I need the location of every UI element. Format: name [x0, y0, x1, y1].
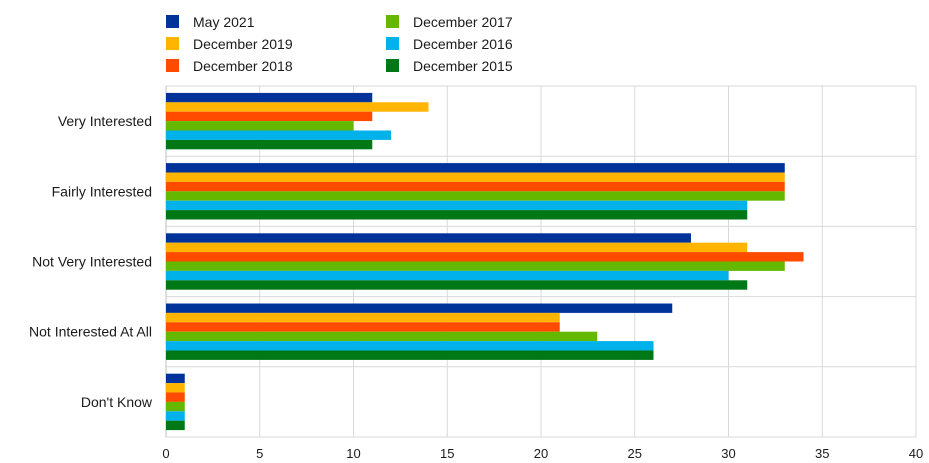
- bar: [166, 102, 429, 112]
- x-tick-labels: 0 5 10 15 20 25 30 35 40: [162, 446, 923, 461]
- bar: [166, 373, 185, 384]
- bar: [166, 392, 185, 402]
- legend-swatch: [386, 59, 399, 72]
- bar: [166, 383, 185, 393]
- bar: [166, 350, 654, 360]
- x-tick-label: 10: [346, 446, 360, 461]
- bar: [166, 242, 748, 253]
- bar: [166, 121, 354, 131]
- category-label: Very Interested: [58, 113, 152, 129]
- bar: [166, 270, 729, 281]
- legend-label: December 2016: [413, 36, 513, 52]
- bars: [166, 92, 804, 431]
- legend-label: December 2015: [413, 58, 513, 74]
- bar: [166, 411, 185, 421]
- bar: [166, 280, 748, 290]
- bar: [166, 420, 185, 431]
- bar: [166, 172, 785, 182]
- bar: [166, 191, 785, 201]
- bar: [166, 130, 391, 140]
- x-tick-label: 5: [256, 446, 263, 461]
- bar: [166, 401, 185, 412]
- bar: [166, 139, 373, 150]
- category-label: Not Very Interested: [32, 254, 152, 270]
- x-tick-label: 20: [534, 446, 548, 461]
- legend: May 2021 December 2019 December 2018 Decemb…: [166, 14, 513, 74]
- bar: [166, 331, 598, 342]
- x-tick-label: 40: [909, 446, 923, 461]
- legend-swatch: [386, 37, 399, 50]
- bar: [166, 233, 691, 243]
- bar: [166, 200, 748, 211]
- bar: [166, 111, 373, 122]
- bar: [166, 163, 785, 173]
- legend-label: December 2018: [193, 58, 293, 74]
- legend-swatch: [166, 59, 179, 72]
- legend-label: December 2017: [413, 14, 513, 30]
- legend-label: December 2019: [193, 36, 293, 52]
- legend-swatch: [166, 37, 179, 50]
- bar: [166, 341, 654, 351]
- legend-swatch: [386, 15, 399, 28]
- x-tick-label: 30: [721, 446, 735, 461]
- bar: [166, 252, 804, 262]
- bar: [166, 92, 373, 103]
- category-label: Don't Know: [81, 394, 153, 410]
- x-tick-label: 0: [162, 446, 169, 461]
- category-label: Fairly Interested: [52, 183, 152, 199]
- x-tick-label: 15: [440, 446, 454, 461]
- bar: [166, 181, 785, 192]
- category-labels: Very Interested Fairly Interested Not Very…: [29, 113, 153, 410]
- bar: [166, 322, 560, 332]
- bar: [166, 210, 748, 220]
- legend-label: May 2021: [193, 14, 255, 30]
- bar: [166, 312, 560, 323]
- bar: [166, 303, 673, 313]
- category-label: Not Interested At All: [29, 324, 152, 340]
- x-tick-label: 35: [815, 446, 829, 461]
- legend-swatch: [166, 15, 179, 28]
- bar: [166, 261, 785, 271]
- x-tick-label: 25: [628, 446, 642, 461]
